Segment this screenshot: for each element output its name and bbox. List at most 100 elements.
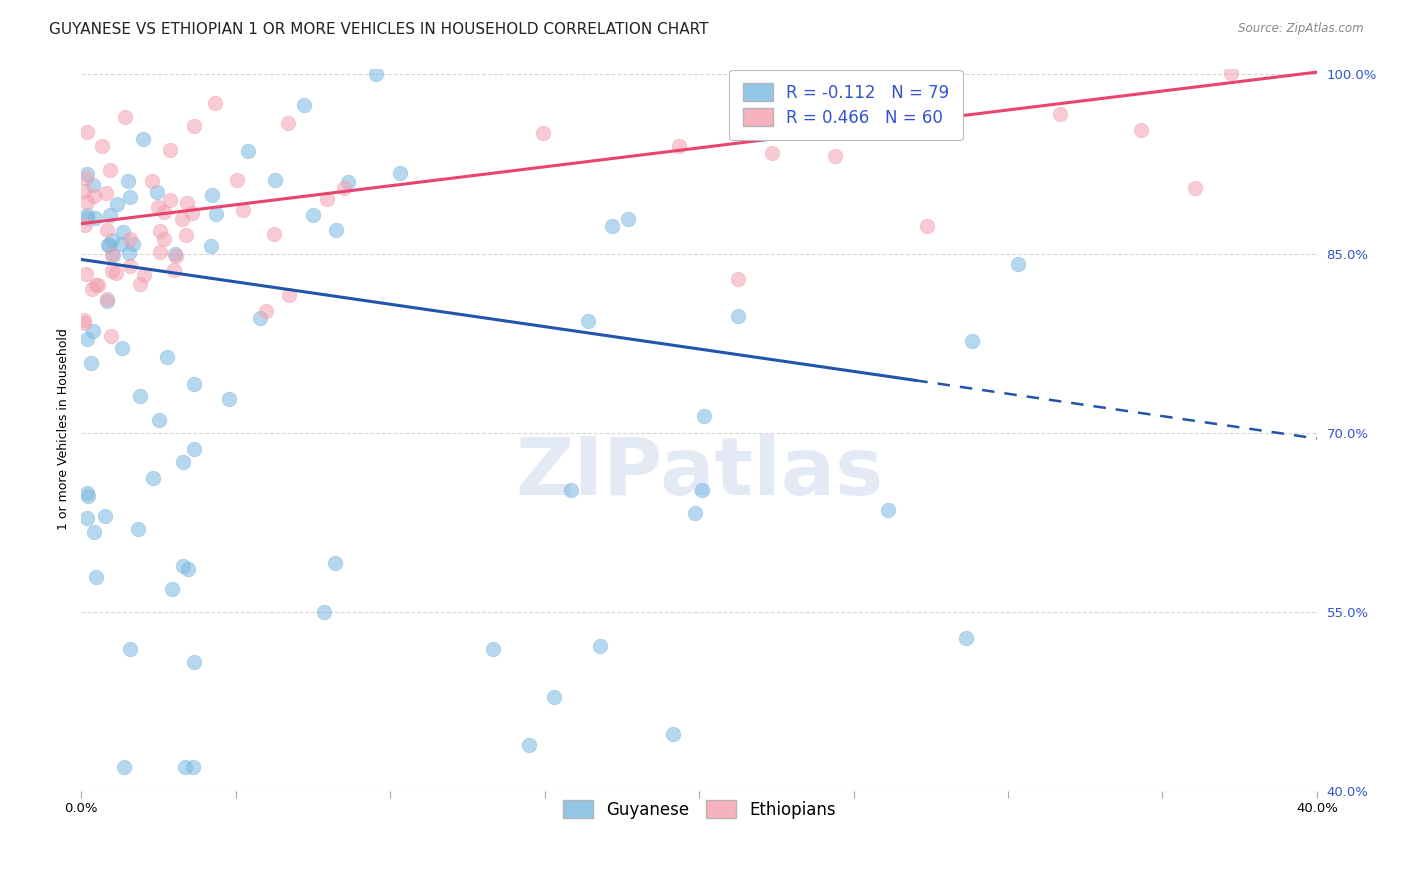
Point <box>82 178 104 193</box>
Point <box>517 738 540 752</box>
Point <box>1049 107 1071 121</box>
Point <box>101 248 124 262</box>
Point <box>112 226 135 240</box>
Point <box>84 278 107 293</box>
Point <box>662 727 685 741</box>
Point <box>183 656 205 670</box>
Point <box>114 110 136 124</box>
Point <box>110 341 132 355</box>
Point <box>205 207 228 221</box>
Point <box>149 245 172 260</box>
Point <box>152 204 174 219</box>
Point <box>1220 66 1243 80</box>
Point <box>76 511 98 525</box>
Point <box>238 145 260 159</box>
Point <box>76 125 98 139</box>
Point <box>163 247 186 261</box>
Point <box>366 68 388 82</box>
Point <box>388 167 411 181</box>
Point <box>165 249 187 263</box>
Point <box>120 190 142 204</box>
Point <box>134 268 156 282</box>
Point <box>181 760 204 774</box>
Point <box>104 266 127 280</box>
Point <box>118 642 141 657</box>
Point <box>75 171 97 186</box>
Point <box>332 180 354 194</box>
Text: GUYANESE VS ETHIOPIAN 1 OR MORE VEHICLES IN HOUSEHOLD CORRELATION CHART: GUYANESE VS ETHIOPIAN 1 OR MORE VEHICLES… <box>49 22 709 37</box>
Y-axis label: 1 or more Vehicles in Household: 1 or more Vehicles in Household <box>58 328 70 531</box>
Point <box>254 304 277 318</box>
Point <box>323 556 346 570</box>
Point <box>96 223 118 237</box>
Legend: Guyanese, Ethiopians: Guyanese, Ethiopians <box>555 794 842 826</box>
Point <box>264 173 287 187</box>
Point <box>668 138 690 153</box>
Point <box>560 483 582 498</box>
Point <box>76 194 98 209</box>
Point <box>292 97 315 112</box>
Point <box>141 174 163 188</box>
Point <box>589 639 612 653</box>
Point <box>120 259 142 273</box>
Point <box>98 163 121 178</box>
Point <box>98 208 121 222</box>
Point <box>177 562 200 576</box>
Point <box>118 245 141 260</box>
Point <box>91 139 114 153</box>
Point <box>146 200 169 214</box>
Point <box>917 219 939 234</box>
Text: Source: ZipAtlas.com: Source: ZipAtlas.com <box>1239 22 1364 36</box>
Point <box>94 508 117 523</box>
Point <box>73 316 96 330</box>
Point <box>232 202 254 217</box>
Point <box>1007 256 1029 270</box>
Point <box>83 524 105 539</box>
Point <box>159 143 181 157</box>
Point <box>146 186 169 200</box>
Point <box>132 132 155 146</box>
Point <box>163 263 186 277</box>
Point <box>76 208 98 222</box>
Point <box>159 193 181 207</box>
Point <box>73 219 96 233</box>
Point <box>83 188 105 202</box>
Point <box>278 288 301 302</box>
Text: ZIPatlas: ZIPatlas <box>515 434 883 512</box>
Point <box>1184 181 1206 195</box>
Point <box>693 409 716 424</box>
Point <box>183 376 205 391</box>
Point <box>101 233 124 247</box>
Point <box>110 237 132 252</box>
Point <box>75 268 97 282</box>
Point <box>97 238 120 252</box>
Point <box>336 175 359 189</box>
Point <box>761 146 783 161</box>
Point <box>543 690 565 705</box>
Point <box>302 208 325 222</box>
Point <box>727 309 749 323</box>
Point <box>481 641 503 656</box>
Point <box>180 206 202 220</box>
Point <box>174 760 197 774</box>
Point <box>148 413 170 427</box>
Point <box>86 570 108 584</box>
Point <box>152 232 174 246</box>
Point <box>80 356 103 370</box>
Point <box>602 219 624 234</box>
Point <box>156 350 179 364</box>
Point <box>149 224 172 238</box>
Point <box>218 392 240 406</box>
Point <box>955 631 977 645</box>
Point <box>100 329 122 343</box>
Point <box>204 95 226 110</box>
Point <box>96 186 118 200</box>
Point <box>531 126 554 140</box>
Point <box>142 471 165 485</box>
Point <box>100 248 122 262</box>
Point <box>101 264 124 278</box>
Point <box>172 455 194 469</box>
Point <box>315 192 337 206</box>
Point <box>824 148 846 162</box>
Point <box>314 605 336 619</box>
